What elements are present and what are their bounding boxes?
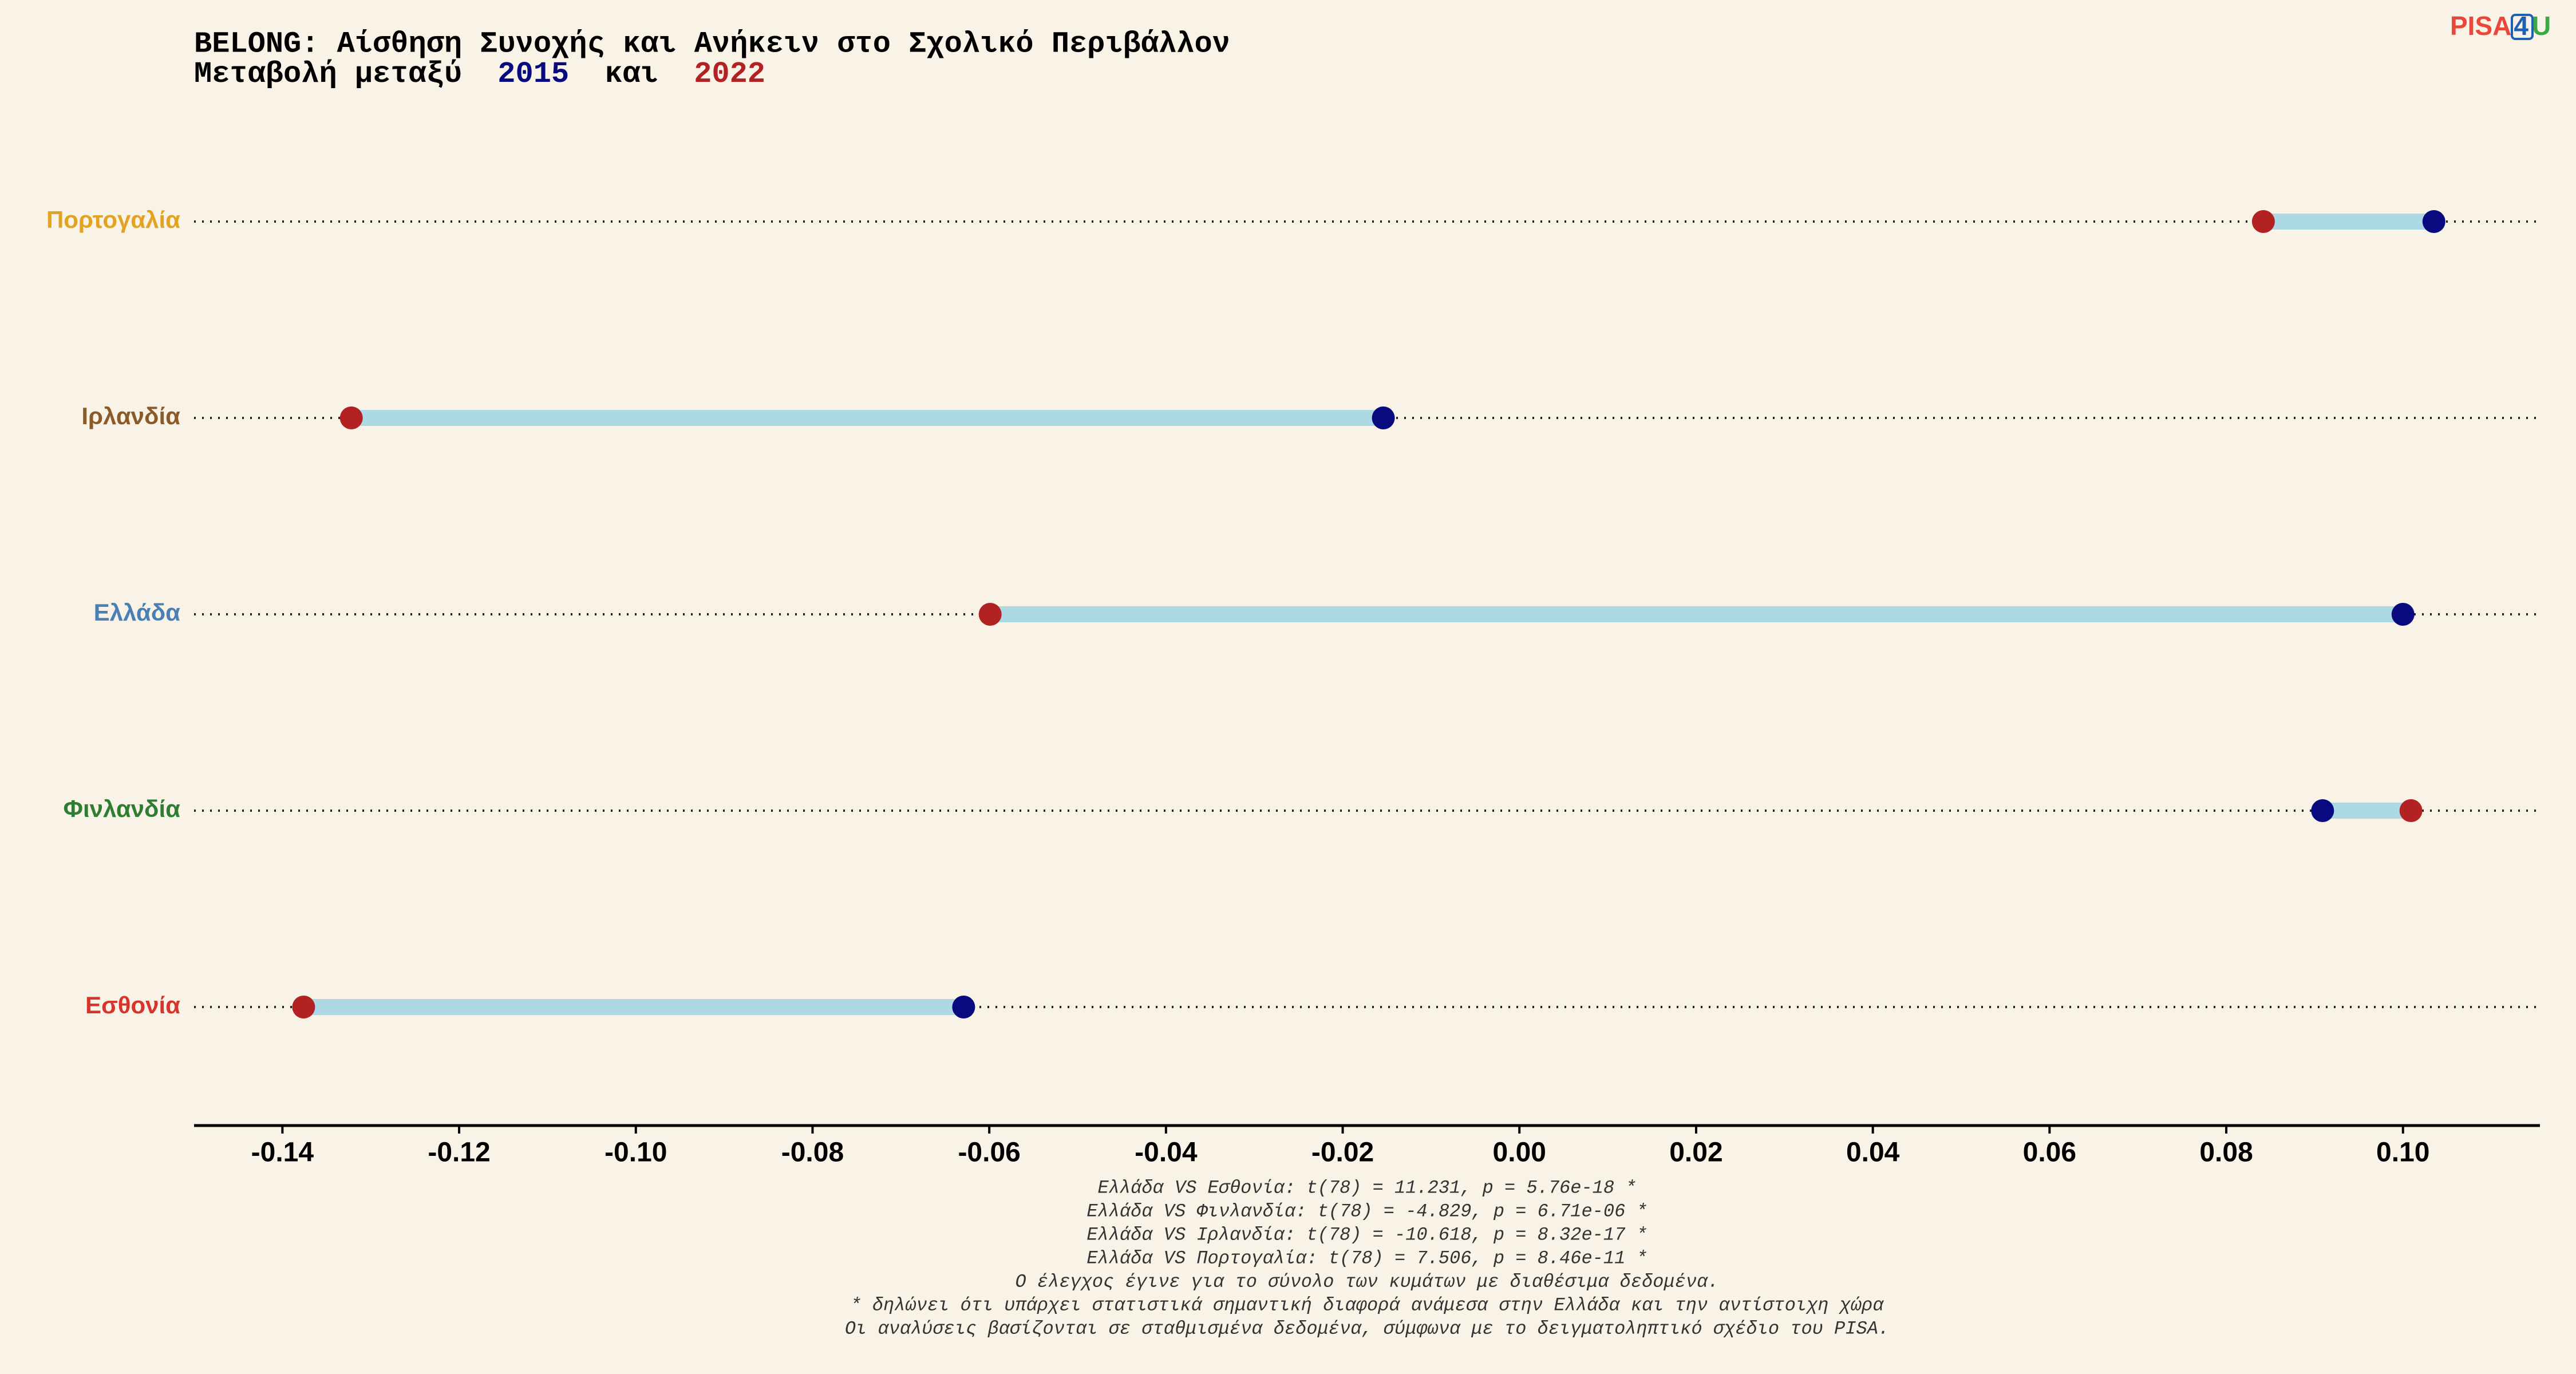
x-tick-label: -0.12: [428, 1138, 490, 1168]
legend-entry: 2022: [694, 57, 765, 91]
x-tick-label: -0.10: [605, 1138, 667, 1168]
dot: [292, 996, 315, 1018]
x-tick-label: 0.06: [2023, 1138, 2076, 1168]
x-tick-label: -0.02: [1311, 1138, 1374, 1168]
footnote: Ελλάδα VS Ιρλανδία: t(78) = -10.618, p =…: [1086, 1224, 1647, 1245]
category-label: Φινλανδία: [64, 795, 181, 822]
footnote: * δηλώνει ότι υπάρχει στατιστικά σημαντι…: [850, 1294, 1884, 1316]
x-tick-label: 0.02: [1669, 1138, 1722, 1168]
logo-box: [2511, 14, 2534, 40]
category-label: Ελλάδα: [94, 599, 181, 626]
subtitle-text: και: [605, 57, 658, 91]
dot: [2311, 799, 2334, 822]
dot: [2422, 210, 2445, 233]
subtitle-text: Μεταβολή μεταξύ: [194, 57, 462, 91]
chart-title: BELONG: Αίσθηση Συνοχής και Ανήκειν στο …: [194, 27, 1230, 61]
footnote: Ο έλεγχος έγινε για το σύνολο των κυμάτω…: [1016, 1271, 1719, 1292]
chart-subtitle: Μεταβολή μεταξύ 2015 και 2022: [194, 57, 765, 91]
dot: [978, 603, 1002, 626]
footnote: Οι αναλύσεις βασίζονται σε σταθμισμένα δ…: [845, 1318, 1889, 1339]
dot: [2399, 799, 2423, 822]
x-tick-label: -0.04: [1135, 1138, 1198, 1168]
category-label: Εσθονία: [85, 992, 180, 1018]
footnote: Ελλάδα VS Εσθονία: t(78) = 11.231, p = 5…: [1098, 1177, 1637, 1198]
x-tick-label: 0.00: [1493, 1138, 1546, 1168]
dot: [2391, 603, 2415, 626]
x-tick-label: 0.10: [2376, 1138, 2429, 1168]
logo-part: PISA: [2450, 11, 2511, 41]
footnote: Ελλάδα VS Φινλανδία: t(78) = -4.829, p =…: [1086, 1201, 1647, 1222]
dot: [952, 996, 975, 1018]
logo-part: 4: [2514, 11, 2528, 41]
logo: PISA4 U: [2450, 11, 2551, 41]
category-label: Πορτογαλία: [46, 206, 180, 233]
dot: [339, 406, 363, 429]
x-tick-label: -0.06: [958, 1138, 1020, 1168]
x-tick-label: -0.14: [251, 1138, 314, 1168]
legend-entry: 2015: [497, 57, 569, 91]
logo-part: U: [2532, 11, 2551, 41]
x-tick-label: 0.04: [1846, 1138, 1900, 1168]
x-tick-label: -0.08: [781, 1138, 844, 1168]
footnote: Ελλάδα VS Πορτογαλία: t(78) = 7.506, p =…: [1086, 1247, 1647, 1269]
dot: [2251, 210, 2275, 233]
dot: [1372, 406, 1395, 429]
x-tick-label: 0.08: [2199, 1138, 2253, 1168]
category-label: Ιρλανδία: [81, 402, 180, 429]
